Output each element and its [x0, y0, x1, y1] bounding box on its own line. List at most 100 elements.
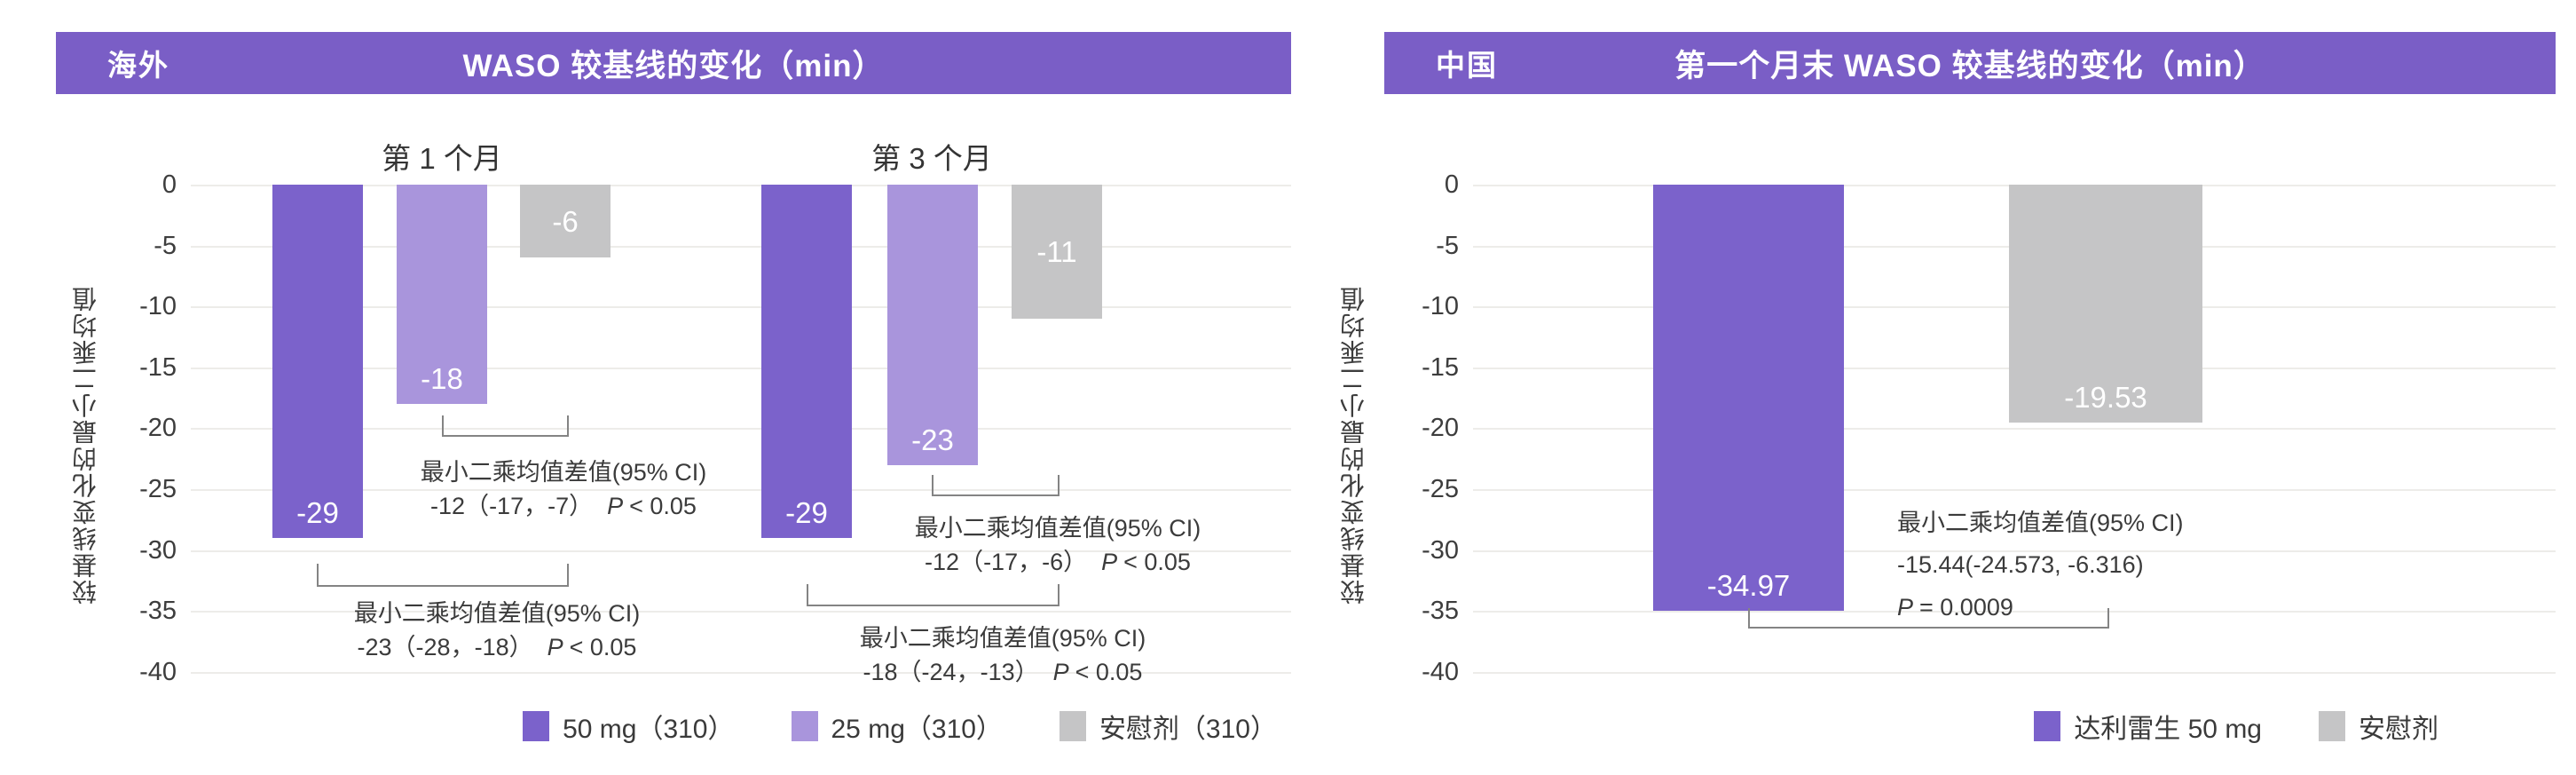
gridline — [191, 550, 1291, 552]
group-label-month1: 第 1 个月 — [382, 142, 502, 175]
panel-header: 中国 第一个月末 WASO 较基线的变化（min） — [1384, 32, 2556, 94]
bar-placebo-month3: -11 — [1012, 185, 1102, 319]
gridline — [191, 306, 1291, 309]
legend-item-25mg: 25 mg（310） — [791, 707, 1003, 746]
legend: 达利雷生 50 mg 安慰剂 — [1384, 707, 2556, 746]
overseas-panel: 海外 WASO 较基线的变化（min） 较基线变化的最小二乘均值 第 1 个月 … — [56, 32, 1291, 769]
bar-value-label: -11 — [1036, 234, 1077, 268]
y-tick-label: -5 — [154, 231, 177, 260]
legend-label: 达利雷生 50 mg — [2074, 715, 2262, 744]
legend-label: 安慰剂（310） — [1099, 715, 1277, 744]
bar-50mg-month3: -29 — [761, 185, 852, 538]
china-plot-area: -34.97 -19.53 最小二乘均值差值(95% CI) -15.44(-2… — [1422, 172, 2556, 684]
y-tick-label: -25 — [139, 475, 177, 503]
y-tick-label: -5 — [1436, 231, 1459, 260]
legend-label: 安慰剂 — [2359, 715, 2438, 744]
bar-50mg-month1: -29 — [272, 185, 363, 538]
y-tick-label: -35 — [139, 597, 177, 626]
bar-value-label: -23 — [911, 423, 954, 456]
comparison-pvalue: P = 0.0009 — [1897, 593, 2013, 621]
gridline — [191, 367, 1291, 369]
chart-title: WASO 较基线的变化（min） — [462, 48, 885, 83]
bar-25mg-month3: -23 — [887, 185, 978, 465]
y-tick-label: 0 — [1444, 170, 1459, 199]
legend-swatch-placebo — [2319, 711, 2345, 741]
comparison-title: 最小二乘均值差值(95% CI) — [859, 625, 1146, 652]
gridline — [191, 428, 1291, 431]
legend-label: 50 mg（310） — [563, 715, 735, 744]
comparison-note-m3-25-vs-placebo: 最小二乘均值差值(95% CI) -12（-17，-6） P < 0.05 — [915, 511, 1201, 580]
china-panel: 中国 第一个月末 WASO 较基线的变化（min） 较基线变化的最小二乘均值 -… — [1340, 32, 2556, 769]
comparison-note-m1-25-vs-placebo: 最小二乘均值差值(95% CI) -12（-17，-7） P < 0.05 — [421, 455, 707, 524]
comparison-values: -23（-28，-18） P < 0.05 — [357, 634, 637, 661]
legend-label: 25 mg（310） — [831, 715, 1003, 744]
comparison-title: 最小二乘均值差值(95% CI) — [353, 600, 641, 627]
gridline — [191, 671, 1291, 674]
gridline — [191, 489, 1291, 491]
comparison-bracket-m3-25-vs-placebo — [932, 475, 1060, 496]
y-tick-label: 0 — [161, 170, 177, 199]
gridline — [191, 185, 1291, 186]
gridline — [191, 611, 1291, 613]
overseas-plot-area: 第 1 个月 第 3 个月 -29 -18 -6 -29 -23 -11 — [139, 142, 1291, 685]
y-tick-label: -10 — [1422, 292, 1459, 321]
y-tick-label: -15 — [1422, 352, 1459, 382]
legend-swatch-50mg — [523, 711, 550, 741]
gridline — [1473, 611, 2556, 613]
comparison-bracket-m3-50-vs-placebo — [807, 584, 1060, 606]
bar-value-label: -6 — [552, 204, 579, 238]
comparison-bracket-m1-25-vs-placebo — [442, 415, 569, 437]
comparison-title: 最小二乘均值差值(95% CI) — [1897, 510, 2184, 536]
region-badge: 中国 — [1436, 49, 1498, 82]
gridline — [1473, 550, 2556, 552]
gridline — [1473, 489, 2556, 491]
y-tick-label: -40 — [1422, 657, 1459, 686]
comparison-title: 最小二乘均值差值(95% CI) — [914, 515, 1201, 542]
legend-swatch-25mg — [791, 711, 818, 741]
y-tick-label: -35 — [1422, 597, 1459, 626]
bar-value-label: -18 — [421, 362, 463, 395]
comparison-bracket-m1-50-vs-placebo — [317, 564, 569, 587]
region-badge: 海外 — [107, 49, 169, 82]
legend-item-50mg: 50 mg（310） — [523, 707, 735, 746]
comparison-values: -12（-17，-6） P < 0.05 — [925, 549, 1191, 576]
bar-value-label: -34.97 — [1706, 568, 1791, 602]
legend-swatch-daridorexant — [2034, 711, 2061, 741]
y-tick-label: -25 — [1422, 475, 1459, 503]
y-tick-label: -10 — [139, 292, 177, 321]
gridline — [1473, 671, 2556, 674]
comparison-values: -12（-17，-7） P < 0.05 — [430, 493, 697, 520]
y-tick-label: -30 — [1422, 535, 1459, 565]
group-label-month3: 第 3 个月 — [871, 142, 992, 175]
y-tick-label: -20 — [1422, 414, 1459, 443]
y-tick-label: -30 — [139, 535, 177, 565]
bar-25mg-month1: -18 — [397, 185, 487, 404]
bar-placebo: -19.53 — [2009, 185, 2202, 423]
comparison-note-m1-50-vs-placebo: 最小二乘均值差值(95% CI) -23（-28，-18） P < 0.05 — [354, 597, 641, 665]
chart-title: 第一个月末 WASO 较基线的变化（min） — [1674, 48, 2265, 83]
comparison-bracket-50mg-vs-placebo — [1748, 608, 2109, 629]
bar-value-label: -29 — [296, 495, 339, 529]
bar-placebo-month1: -6 — [520, 185, 611, 258]
bar-value-label: -29 — [785, 495, 828, 529]
legend-item-daridorexant: 达利雷生 50 mg — [2034, 707, 2262, 746]
y-tick-label: -40 — [139, 657, 177, 686]
comparison-title: 最小二乘均值差值(95% CI) — [420, 459, 707, 486]
y-tick-label: -15 — [139, 352, 177, 382]
y-axis-title: 较基线变化的最小二乘均值 — [1340, 285, 1367, 605]
panel-header: 海外 WASO 较基线的变化（min） — [56, 32, 1291, 94]
comparison-note-50mg-vs-placebo: 最小二乘均值差值(95% CI) -15.44(-24.573, -6.316)… — [1897, 502, 2184, 629]
legend-item-placebo: 安慰剂 — [2319, 707, 2438, 746]
legend-item-placebo: 安慰剂（310） — [1059, 707, 1277, 746]
y-tick-label: -20 — [139, 414, 177, 443]
gridline — [1473, 428, 2556, 431]
gridline — [191, 245, 1291, 248]
legend-swatch-placebo — [1059, 711, 1086, 741]
legend: 50 mg（310） 25 mg（310） 安慰剂（310） — [56, 707, 1291, 746]
comparison-note-m3-50-vs-placebo: 最小二乘均值差值(95% CI) -18（-24，-13） P < 0.05 — [860, 621, 1146, 690]
comparison-estimate: -15.44(-24.573, -6.316) — [1897, 551, 2144, 579]
bar-value-label: -19.53 — [2064, 381, 2147, 414]
comparison-values: -18（-24，-13） P < 0.05 — [863, 659, 1143, 686]
bar-daridorexant-50mg: -34.97 — [1653, 185, 1844, 611]
